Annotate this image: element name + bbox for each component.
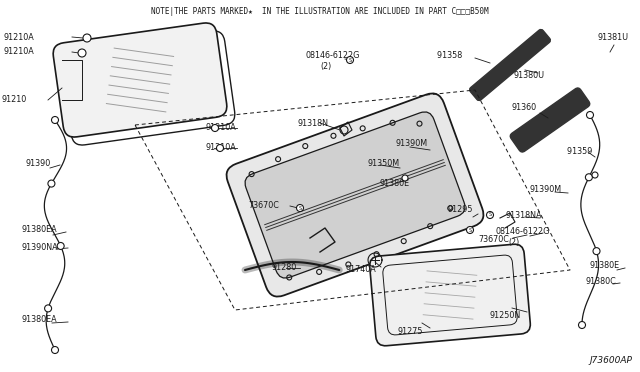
Circle shape [51,346,58,353]
Text: 91380C: 91380C [586,278,617,286]
Text: 91380EA: 91380EA [22,315,58,324]
Circle shape [592,172,598,178]
Text: 91210A: 91210A [205,124,236,132]
Text: 91390NA: 91390NA [22,244,59,253]
Text: 91380U: 91380U [513,71,544,80]
Text: 91275: 91275 [398,327,424,337]
Text: (2): (2) [508,237,519,247]
Text: 91350M: 91350M [368,158,400,167]
Circle shape [586,112,593,119]
Circle shape [211,125,218,131]
Text: 91380E: 91380E [380,179,410,187]
Text: 91380EA: 91380EA [22,225,58,234]
Text: J73600AP: J73600AP [589,356,632,365]
Circle shape [296,205,303,212]
Text: 73670C: 73670C [478,235,509,244]
Text: 91210A: 91210A [205,144,236,153]
Text: 91390: 91390 [25,158,51,167]
Text: S: S [468,228,472,232]
Text: S: S [348,58,351,62]
Text: 91210A: 91210A [3,32,34,42]
Text: 73670C: 73670C [248,201,279,209]
Text: 08146-6122G: 08146-6122G [495,228,549,237]
Text: (2): (2) [320,61,332,71]
Circle shape [402,175,408,181]
FancyBboxPatch shape [470,29,550,100]
Text: 91740A: 91740A [345,266,376,275]
Text: 91210A: 91210A [3,48,34,57]
Text: 91210: 91210 [2,96,28,105]
Text: S: S [298,205,301,211]
Text: 91390M: 91390M [395,138,427,148]
Text: S: S [488,212,492,218]
Circle shape [467,227,474,234]
Text: 91318N: 91318N [298,119,329,128]
Text: 91390M: 91390M [530,186,562,195]
Text: 08146-6122G: 08146-6122G [305,51,360,61]
Circle shape [593,248,600,254]
Text: 91380E: 91380E [590,260,620,269]
Text: 91250N: 91250N [490,311,521,320]
Circle shape [83,34,91,42]
Circle shape [78,49,86,57]
Circle shape [45,305,52,312]
Text: NOTE|THE PARTS MARKED★  IN THE ILLUSTRATION ARE INCLUDED IN PART C□□□B50M: NOTE|THE PARTS MARKED★ IN THE ILLUSTRATI… [151,7,489,16]
Circle shape [486,212,493,218]
FancyBboxPatch shape [245,112,465,278]
Text: 91295: 91295 [448,205,474,215]
Circle shape [579,321,586,328]
Circle shape [216,144,223,151]
FancyBboxPatch shape [510,88,590,152]
Text: 91359: 91359 [565,148,593,157]
Circle shape [346,57,353,64]
Text: 91358: 91358 [435,51,462,60]
FancyBboxPatch shape [53,23,227,137]
Circle shape [51,116,58,124]
Text: 91318NA: 91318NA [505,211,541,219]
Circle shape [57,243,64,250]
FancyBboxPatch shape [370,244,531,346]
Text: 91381U: 91381U [598,32,629,42]
Text: 91360: 91360 [512,103,537,112]
Circle shape [586,174,593,181]
Circle shape [48,180,55,187]
Text: 91280: 91280 [272,263,297,273]
FancyBboxPatch shape [227,93,483,296]
